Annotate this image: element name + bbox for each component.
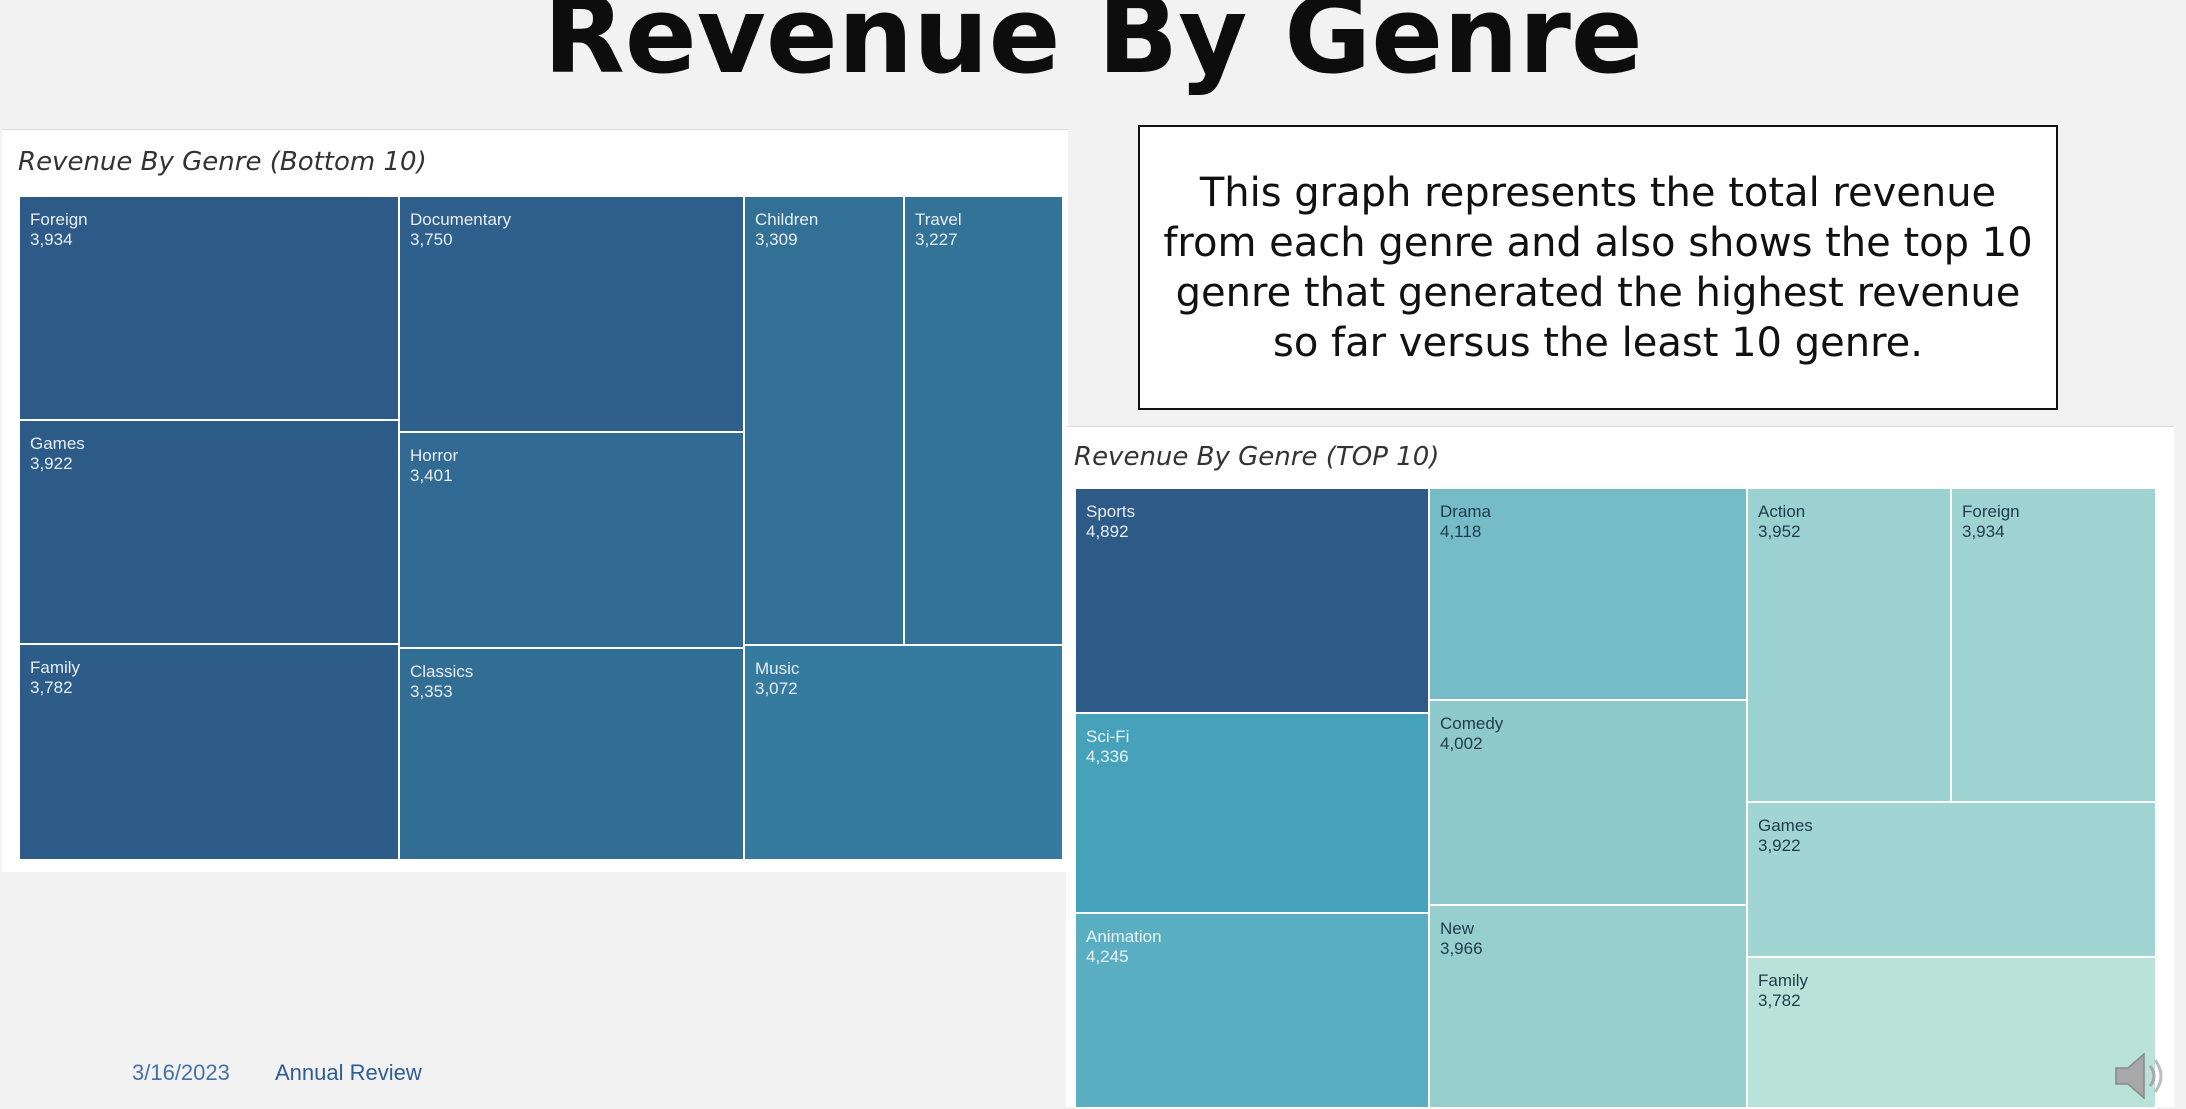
top10-cell-value: 4,002 (1440, 734, 1483, 753)
description-text: This graph represents the total revenue … (1163, 169, 2033, 366)
top10-cell-value: 3,952 (1758, 522, 1801, 541)
bottom10-cell-value: 3,750 (410, 230, 453, 249)
top10-cell-label: Sci-Fi (1086, 727, 1130, 746)
top10-cell-label: Games (1758, 816, 1813, 835)
bottom10-cell-value: 3,072 (755, 679, 798, 698)
bottom10-cell-label: Documentary (410, 210, 512, 229)
bottom10-cell-foreign[interactable]: Foreign 3,934 (20, 197, 400, 421)
bottom10-cell-value: 3,934 (30, 230, 73, 249)
slide-title: Revenue By Genre (543, 0, 1643, 97)
top10-cell-new[interactable]: New 3,966 (1430, 906, 1748, 1109)
description-box: This graph represents the total revenue … (1138, 125, 2058, 410)
bottom10-cell-label: Horror (410, 446, 459, 465)
top10-cell-foreign[interactable]: Foreign 3,934 (1952, 489, 2157, 803)
top10-cell-label: Family (1758, 971, 1809, 990)
bottom10-cell-label: Foreign (30, 210, 88, 229)
footer-date: 3/16/2023 (132, 1060, 230, 1085)
top10-cell-value: 4,336 (1086, 747, 1129, 766)
top10-cell-value: 4,245 (1086, 947, 1129, 966)
top10-cell-label: New (1440, 919, 1475, 938)
bottom10-cell-value: 3,401 (410, 466, 453, 485)
bottom10-cell-travel[interactable]: Travel 3,227 (905, 197, 1064, 646)
top10-cell-sports[interactable]: Sports 4,892 (1076, 489, 1430, 714)
top10-cell-animation[interactable]: Animation 4,245 (1076, 914, 1430, 1109)
bottom10-cell-label: Games (30, 434, 85, 453)
top10-cell-value: 4,892 (1086, 522, 1129, 541)
bottom10-cell-horror[interactable]: Horror 3,401 (400, 433, 745, 649)
bottom10-cell-label: Family (30, 658, 81, 677)
top10-cell-label: Animation (1086, 927, 1162, 946)
bottom10-treemap: Foreign 3,934 Games 3,922 Family 3,782 Documen… (20, 197, 1064, 861)
bottom10-cell-value: 3,353 (410, 682, 453, 701)
top10-cell-value: 3,934 (1962, 522, 2005, 541)
top10-cell-value: 3,922 (1758, 836, 1801, 855)
top10-cell-label: Comedy (1440, 714, 1504, 733)
bottom10-cell-value: 3,782 (30, 678, 73, 697)
bottom10-cell-label: Classics (410, 662, 474, 681)
bottom10-cell-value: 3,227 (915, 230, 958, 249)
speaker-icon[interactable] (2112, 1050, 2168, 1102)
top10-cell-label: Action (1758, 502, 1806, 521)
top10-cell-label: Sports (1086, 502, 1136, 521)
footer-presentation-name: Annual Review (275, 1060, 422, 1085)
bottom10-cell-music[interactable]: Music 3,072 (745, 646, 1064, 861)
bottom10-cell-value: 3,922 (30, 454, 73, 473)
top10-cell-comedy[interactable]: Comedy 4,002 (1430, 701, 1748, 906)
top10-treemap: Sports 4,892 Sci-Fi 4,336 Animation 4,245 Dram… (1076, 489, 2161, 1109)
top10-cell-value: 3,966 (1440, 939, 1483, 958)
bottom10-cell-classics[interactable]: Classics 3,353 (400, 649, 745, 861)
bottom10-cell-documentary[interactable]: Documentary 3,750 (400, 197, 745, 433)
top10-cell-sci-fi[interactable]: Sci-Fi 4,336 (1076, 714, 1430, 914)
top10-panel: Revenue By Genre (TOP 10) Sports 4,892 Sci… (1066, 426, 2174, 1109)
bottom10-cell-children[interactable]: Children 3,309 (745, 197, 905, 646)
top10-cell-games[interactable]: Games 3,922 (1748, 803, 2157, 958)
top10-cell-label: Foreign (1962, 502, 2020, 521)
bottom10-chart-title: Revenue By Genre (Bottom 10) (18, 147, 427, 177)
top10-cell-value: 3,782 (1758, 991, 1801, 1010)
top10-chart-title: Revenue By Genre (TOP 10) (1074, 442, 1440, 472)
bottom10-cell-games[interactable]: Games 3,922 (20, 421, 400, 645)
bottom10-cell-label: Children (755, 210, 819, 229)
top10-cell-drama[interactable]: Drama 4,118 (1430, 489, 1748, 701)
top10-cell-action[interactable]: Action 3,952 (1748, 489, 1952, 803)
bottom10-cell-family[interactable]: Family 3,782 (20, 645, 400, 861)
bottom10-cell-label: Travel (915, 210, 962, 229)
top10-cell-value: 4,118 (1440, 522, 1482, 541)
top10-cell-family[interactable]: Family 3,782 (1748, 958, 2157, 1109)
bottom10-cell-value: 3,309 (755, 230, 798, 249)
top10-cell-label: Drama (1440, 502, 1492, 521)
bottom10-panel: Revenue By Genre (Bottom 10) Foreign 3,93… (2, 129, 1068, 872)
bottom10-cell-label: Music (755, 659, 800, 678)
